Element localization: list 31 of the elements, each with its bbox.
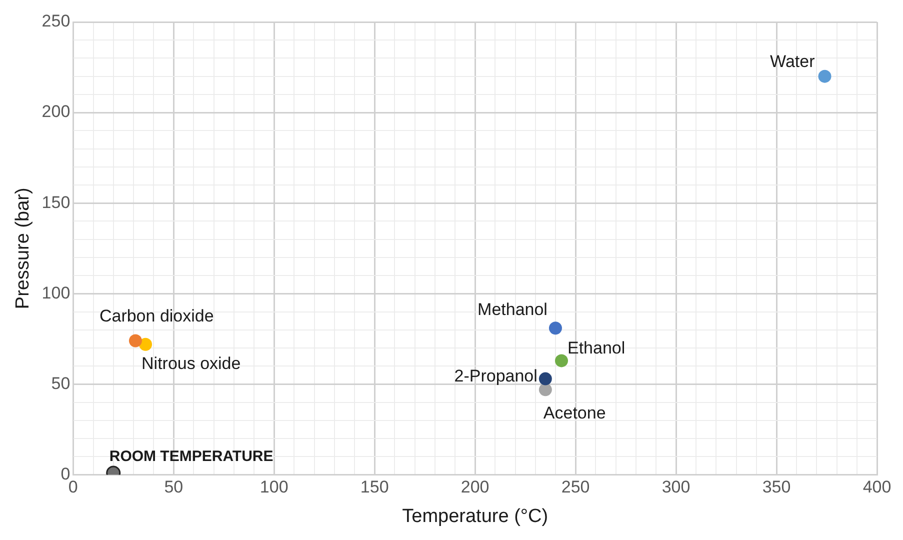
x-tick-label: 400 [862, 478, 892, 497]
x-tick-label: 300 [662, 478, 690, 497]
series-label: Ethanol [567, 338, 626, 358]
y-tick-label: 50 [51, 374, 70, 393]
y-axis-title: Pressure (bar) [12, 188, 34, 310]
point [548, 322, 562, 335]
series-label: Methanol [478, 300, 548, 319]
y-tick-label: 200 [42, 102, 70, 122]
point [128, 334, 142, 348]
point [538, 372, 552, 386]
point [554, 354, 568, 368]
x-tick-label: 150 [360, 478, 389, 497]
x-tick-label: 100 [260, 478, 288, 497]
series-label: ROOM TEMPERATURE [109, 448, 274, 466]
y-tick-label: 150 [42, 192, 70, 212]
y-tick-label: 0 [60, 464, 70, 484]
point [818, 70, 832, 83]
series-label: Carbon dioxide [99, 306, 214, 326]
x-tick-label: 350 [762, 478, 791, 497]
x-tick-label: 200 [460, 478, 490, 497]
series-label: Nitrous oxide [142, 354, 241, 374]
x-axis-title: Temperature (°C) [402, 506, 548, 527]
point [139, 338, 152, 351]
x-tick-label: 50 [164, 478, 184, 497]
y-tick-label: 250 [42, 12, 70, 31]
point [538, 383, 552, 396]
x-tick-label: 250 [561, 478, 590, 497]
series-label: Acetone [543, 403, 606, 422]
series-label: Water [770, 52, 816, 72]
series-label: 2-Propanol [454, 366, 538, 386]
y-tick-label: 100 [42, 283, 70, 302]
